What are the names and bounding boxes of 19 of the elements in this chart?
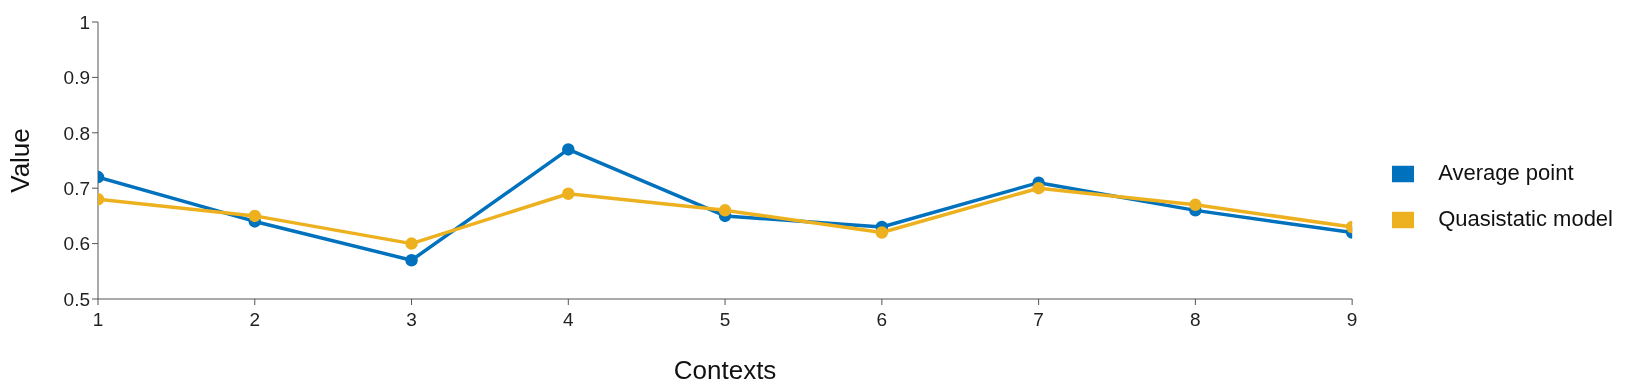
x-tick-label: 1	[92, 309, 104, 331]
y-tick-label: 0.6	[63, 233, 90, 255]
y-tick-label: 0.9	[63, 67, 90, 89]
x-tick-label: 9	[1346, 309, 1358, 331]
x-tick-label: 3	[406, 309, 417, 331]
legend-label: Quasistatic model	[1438, 205, 1613, 231]
y-tick-label: 0.8	[63, 122, 90, 144]
x-tick-label: 6	[876, 309, 888, 331]
x-tick-label: 5	[719, 309, 731, 331]
x-tick-label: 8	[1190, 309, 1201, 331]
x-axis-title: Contexts	[673, 355, 777, 385]
y-tick-label: 1	[79, 11, 90, 33]
x-tick-label: 2	[249, 309, 261, 331]
x-tick-label: 4	[563, 309, 575, 331]
y-tick-label: 0.7	[63, 177, 90, 199]
legend-label: Average point	[1438, 159, 1574, 185]
y-tick-label: 0.5	[63, 288, 90, 310]
y-axis-title: Value	[5, 128, 36, 193]
x-tick-label: 7	[1033, 309, 1044, 331]
